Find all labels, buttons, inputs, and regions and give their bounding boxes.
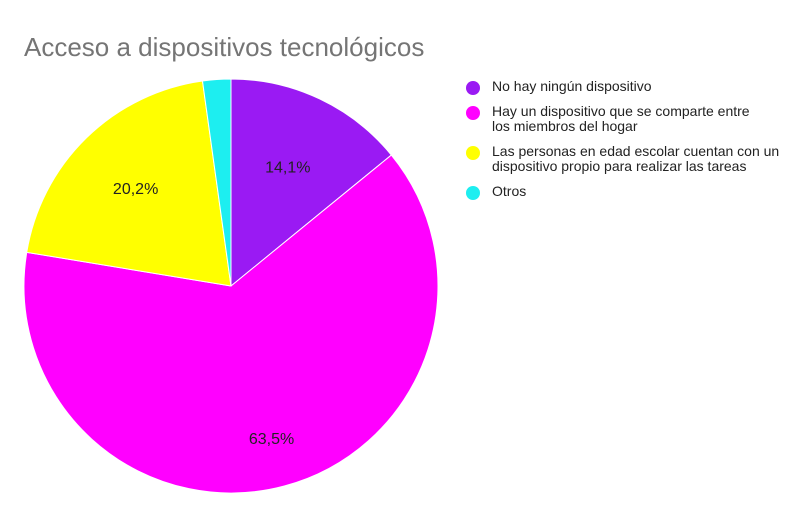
pie-slice-shared-device[interactable] bbox=[23, 154, 439, 494]
legend-label-no-device: No hay ningún dispositivo bbox=[492, 78, 652, 94]
pie-slice-own-device[interactable] bbox=[26, 80, 232, 287]
legend-swatch-shared-device bbox=[466, 105, 480, 120]
legend-item-no-device[interactable]: No hay ningún dispositivo bbox=[464, 78, 794, 95]
slice-label-no-device: 14,1% bbox=[265, 159, 310, 176]
legend: No hay ningún dispositivo Hay un disposi… bbox=[464, 78, 794, 208]
legend-label-own-device: Las personas en edad escolar cuentan con… bbox=[492, 142, 780, 174]
chart-title: Acceso a dispositivos tecnológicos bbox=[24, 32, 425, 62]
legend-label-shared-device: Hay un dispositivo que se comparte entre… bbox=[492, 102, 750, 134]
legend-label-other: Otros bbox=[492, 182, 527, 199]
pie-slices bbox=[23, 78, 439, 494]
legend-item-shared-device[interactable]: Hay un dispositivo que se comparte entre… bbox=[464, 102, 794, 135]
legend-item-other[interactable]: Otros bbox=[464, 182, 794, 200]
slice-label-shared-device: 63,5% bbox=[249, 431, 294, 448]
legend-swatch-no-device bbox=[466, 81, 480, 95]
pie-slice-labels: 14,1% 63,5% 20,2% bbox=[113, 159, 311, 448]
legend-swatch-own-device bbox=[466, 145, 480, 160]
slice-label-own-device: 20,2% bbox=[113, 181, 158, 198]
pie-slice-no-device[interactable] bbox=[230, 78, 393, 288]
legend-item-own-device[interactable]: Las personas en edad escolar cuentan con… bbox=[464, 142, 794, 175]
legend-swatch-other bbox=[466, 185, 480, 200]
pie-slice-other[interactable] bbox=[201, 78, 232, 287]
